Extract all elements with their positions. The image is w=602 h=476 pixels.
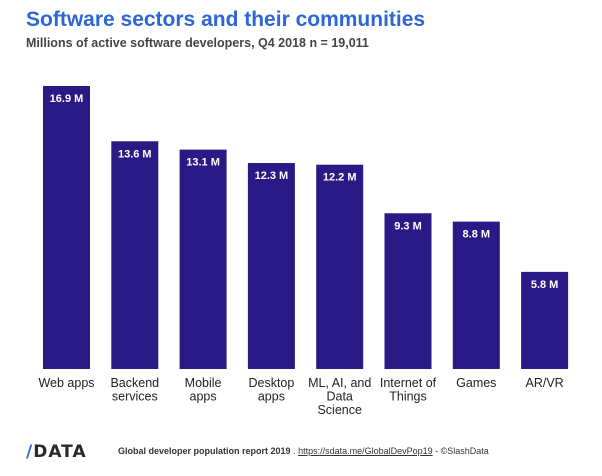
category-label-2: Mobile apps	[185, 376, 222, 404]
value-label-3: 12.3 M	[255, 170, 289, 182]
value-label-0: 16.9 M	[50, 93, 84, 105]
bar-6	[452, 221, 500, 369]
value-label-7: 5.8 M	[531, 279, 559, 291]
value-label-1: 13.6 M	[118, 148, 152, 160]
category-label-6: Games	[456, 376, 496, 390]
category-label-7: AR/VR	[525, 376, 563, 390]
bar-0	[43, 86, 90, 369]
category-label-5: Internet of Things	[380, 376, 437, 404]
copyright: - ©SlashData	[432, 446, 489, 456]
bar-7	[521, 271, 569, 369]
footer-text: Global developer population report 2019 …	[118, 446, 489, 456]
bar-chart: 16.9 M Web apps 13.6 M Backend services 13.1 …	[38, 86, 569, 417]
value-label-2: 13.1 M	[186, 157, 220, 169]
value-label-6: 8.8 M	[463, 229, 491, 241]
bar-4	[316, 164, 364, 369]
report-link[interactable]: https://sdata.me/GlobalDevPop19	[298, 446, 433, 456]
report-name: Global developer population report 2019	[118, 446, 291, 456]
category-label-4: ML, AI, and Data Science	[308, 376, 371, 417]
bar-1	[111, 141, 159, 369]
slashdata-logo: /DATA	[26, 442, 87, 462]
chart-subtitle: Millions of active software developers, …	[26, 36, 369, 50]
category-label-0: Web apps	[38, 376, 94, 390]
bar-2	[179, 149, 227, 369]
footer: /DATA Global developer population report…	[0, 436, 602, 476]
bar-5	[384, 213, 432, 369]
value-label-4: 12.2 M	[323, 172, 357, 184]
bar-3	[247, 163, 295, 369]
category-label-1: Backend services	[110, 376, 159, 404]
category-label-3: Desktop apps	[248, 376, 294, 404]
value-label-5: 9.3 M	[394, 220, 422, 232]
chart-title: Software sectors and their communities	[26, 8, 426, 31]
